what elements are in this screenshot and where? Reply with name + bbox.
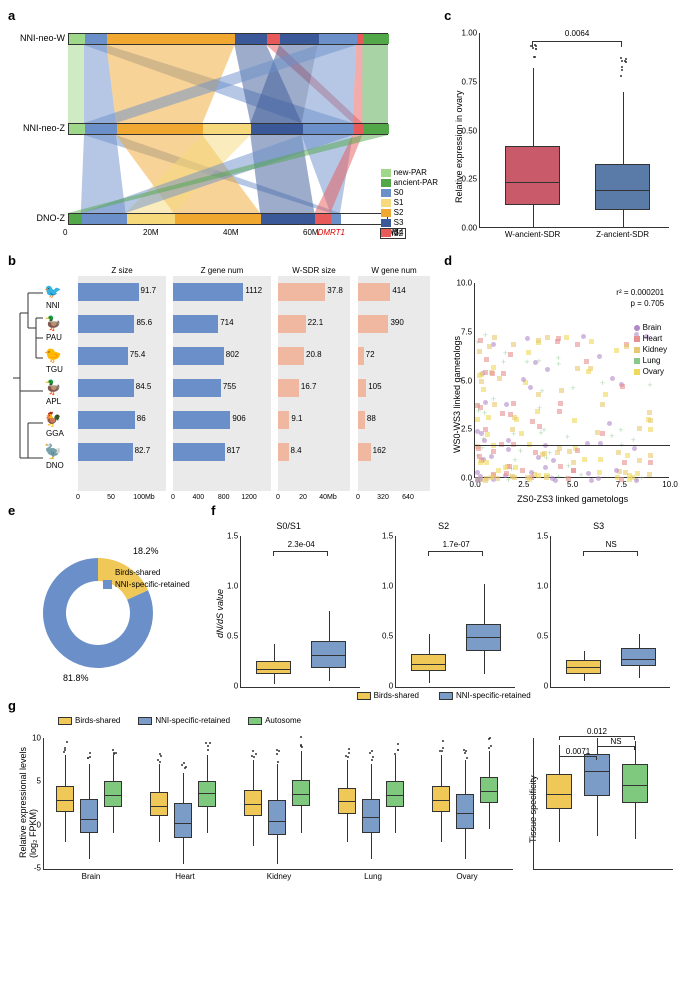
label-e: e	[8, 503, 211, 518]
panel-g-main-area: -50510BrainHeartKidneyLungOvary	[43, 738, 513, 870]
label-c: c	[444, 8, 677, 23]
panel-f-boxplots: dN/dS valueS0/S100.51.01.52.3e-04S200.51…	[211, 518, 676, 698]
species-label: TGU	[46, 365, 63, 374]
label-f: f	[211, 503, 677, 518]
barchart: W gene num41439072105881620320640	[358, 276, 430, 491]
panel-g-side-area: 0.0071NS0.012	[533, 738, 673, 870]
panel-f-legend: Birds-sharedNNI-specific-retained	[357, 691, 531, 700]
panel-f-subplot: S300.51.01.5NS	[525, 518, 672, 698]
panel-d-ylabel: WS0-WS3 linked gametologs	[452, 336, 462, 453]
panel-g-boxplots: Relative expressional levels (log₂ FPKM)…	[8, 713, 678, 888]
species-label: GGA	[46, 429, 64, 438]
species-label: APL	[46, 397, 61, 406]
synteny-track: NNI-neo-Z	[68, 123, 388, 135]
panel-g-legend: Birds-sharedNNI-specific-retainedAutosom…	[58, 716, 301, 725]
panel-c-ylabel: Relative expression in ovary	[454, 90, 464, 203]
panel-e-donut: 18.2%81.8%Birds-sharedNNI-specific-retai…	[8, 518, 208, 698]
panel-a-legend: new-PARancient-PARS0S1S2S3S4	[381, 168, 438, 238]
barchart: Z gene num111271480275590681704008001200	[173, 276, 271, 491]
synteny-track: NNI-neo-W	[68, 33, 388, 45]
label-d: d	[444, 253, 677, 268]
species-label: NNI	[46, 301, 60, 310]
synteny-track: DNO-Z	[68, 213, 388, 225]
barchart: W-SDR size37.822.120.816.79.18.402040Mb	[278, 276, 350, 491]
panel-f-subplot: S0/S100.51.01.52.3e-04	[215, 518, 362, 698]
panel-g-ylabel-main: Relative expressional levels (log₂ FPKM)	[18, 747, 38, 858]
species-label: DNO	[46, 461, 64, 470]
panel-e-legend: Birds-sharedNNI-specific-retained	[103, 568, 190, 592]
label-g: g	[8, 698, 677, 713]
panel-c-boxplot: Relative expression in ovary 0.000.250.5…	[444, 23, 674, 253]
donut-chart	[28, 543, 168, 683]
panel-d-legend: BrainHeartKidneyLungOvary	[634, 323, 667, 378]
panel-d-area: 0.02.55.07.510.00.02.55.07.510.0++++++++…	[474, 283, 669, 478]
panel-d-scatter: WS0-WS3 linked gametologs 0.02.55.07.510…	[444, 268, 674, 503]
panel-f-subplot: S200.51.01.51.7e-07	[370, 518, 517, 698]
species-label: PAU	[46, 333, 62, 342]
label-a: a	[8, 8, 444, 23]
panel-a-synteny: NNI-neo-WNNI-neo-ZDNO-Z020M40M60M80MDMRT…	[8, 23, 438, 253]
barchart: Z size91.785.675.484.58682.7050100Mb	[78, 276, 166, 491]
panel-c-area: 0.000.250.500.751.00W-ancient-SDRZ-ancie…	[479, 33, 669, 228]
panel-b-bars: NNI🐦PAU🦆TGU🐤APL🦆GGA🐓DNO🦤Z size91.785.675…	[8, 268, 438, 503]
